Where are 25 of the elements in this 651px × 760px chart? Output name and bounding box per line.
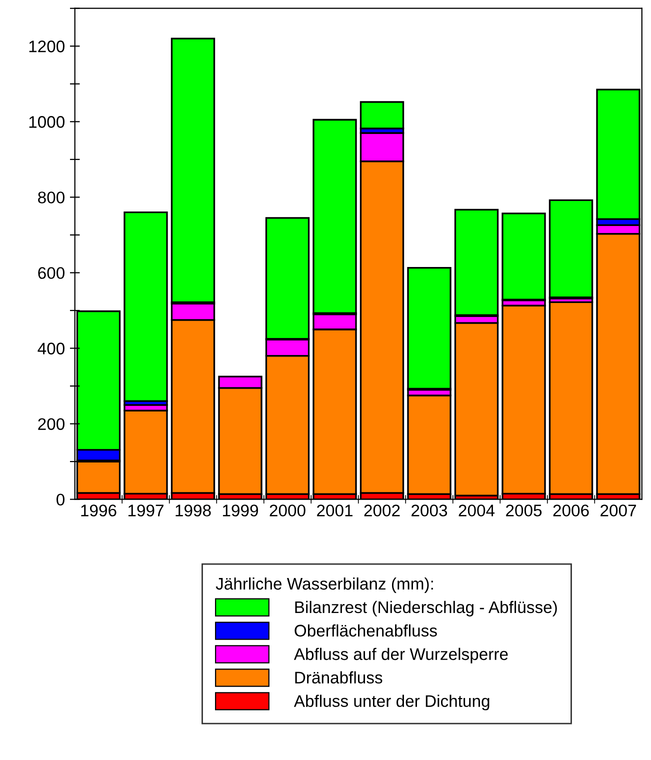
x-tick-label: 2001 [317,504,352,516]
x-tick-label: 1999 [222,504,258,516]
y-tick-label: 0 [56,494,64,506]
x-tick-label: 1996 [81,504,116,516]
legend-label: Dränabfluss [295,671,382,684]
x-tick-label: 2002 [364,504,400,516]
x-tick-label: 2005 [506,504,542,516]
x-tick-label: 2006 [553,504,589,516]
legend-label: Bilanzrest (Niederschlag - Abflüsse) [295,600,557,616]
y-tick-label: 800 [38,192,64,204]
y-tick-label: 400 [38,342,64,354]
legend-label: Oberflächenabfluss [294,624,437,637]
y-tick-label: 1200 [29,40,64,52]
x-tick-label: 2004 [458,504,495,516]
legend-label: Abfluss unter der Dichtung [294,694,490,710]
x-tick-label: 1998 [176,504,211,516]
y-tick-label: 600 [38,267,64,279]
y-tick-label: 200 [38,418,64,430]
legend-title: Jährliche Wasserbilanz (mm): [216,577,433,593]
y-tick-label: 1000 [29,116,64,128]
x-tick-label: 2003 [412,504,448,516]
legend-label: Abfluss auf der Wurzelsperre [294,648,508,664]
x-tick-label: 2000 [270,504,306,516]
x-tick-label: 1997 [128,504,164,516]
x-tick-label: 2007 [600,504,636,516]
